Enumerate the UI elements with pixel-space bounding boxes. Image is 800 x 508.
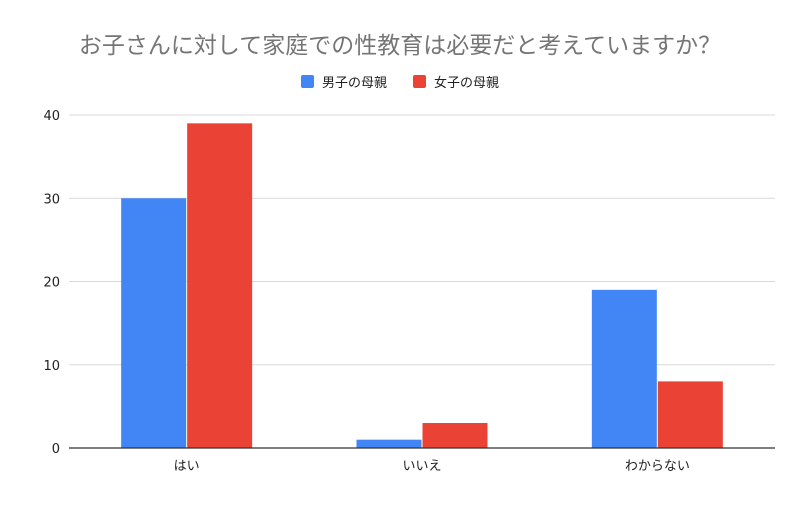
y-tick-label-2: 20 [43,276,60,291]
legend-item-series-1: 男子の母親 [300,72,387,91]
y-tick-label-1: 10 [43,359,60,374]
chart-title: お子さんに対して家庭での性教育は必要だと考えていますか？ [78,33,722,59]
y-tick-label-4: 40 [43,109,60,124]
x-tick-label-2: いいえ [402,459,441,474]
y-tick-label-3: 30 [43,192,60,207]
bar-2-3 [657,381,723,448]
legend-swatch-series-2 [413,75,426,88]
bar-1-2 [356,439,422,448]
bar-1-3 [591,289,657,448]
chart-legend: 男子の母親 女子の母親 [0,72,800,91]
legend-label-series-1: 男子の母親 [321,76,387,91]
bar-2-1 [187,123,253,448]
legend-swatch-series-1 [300,75,314,88]
bar-2-2 [422,423,488,448]
bar-1-1 [121,198,187,448]
x-tick-label-3: わからない [625,459,690,474]
legend-item-series-2: 女子の母親 [413,72,499,91]
legend-label-series-2: 女子の母親 [434,76,500,91]
x-tick-label-1: はい [174,459,200,474]
y-tick-label-0: 0 [52,442,60,457]
